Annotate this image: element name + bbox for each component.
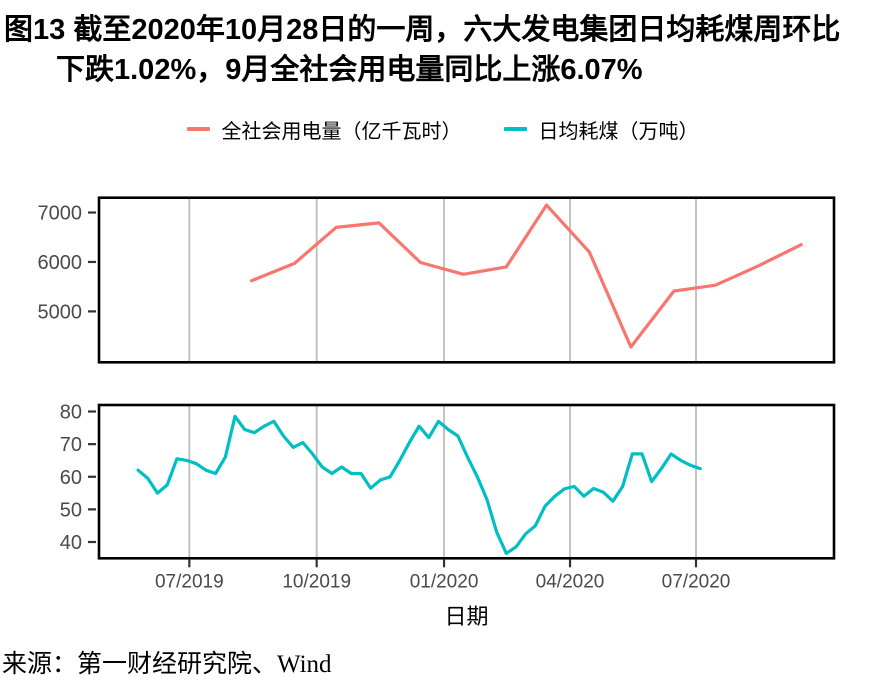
legend: 全社会用电量（亿千瓦时） 日均耗煤（万吨） xyxy=(0,115,885,144)
y-tick-label: 50 xyxy=(60,499,82,521)
x-tick-label: 01/2020 xyxy=(410,571,479,592)
legend-label-coal: 日均耗煤（万吨） xyxy=(538,120,699,143)
y-tick-label: 80 xyxy=(60,402,82,424)
figure-title-line1: 图13 截至2020年10月28日的一周，六大发电集团日均耗煤周环比 xyxy=(4,14,841,46)
figure-title-line2: 下跌1.02%，9月全社会用电量同比上涨6.07% xyxy=(56,54,643,86)
panel-border xyxy=(97,196,836,364)
x-tick-label: 07/2019 xyxy=(155,571,224,592)
y-tick-label: 5000 xyxy=(38,301,83,323)
y-tick-label: 7000 xyxy=(38,203,83,225)
coal-line xyxy=(136,414,702,555)
y-tick-label: 40 xyxy=(60,532,82,554)
source-text: 来源：第一财经研究院、Wind xyxy=(2,651,332,678)
legend-item-electricity: 全社会用电量（亿千瓦时） xyxy=(186,115,462,144)
x-axis-title: 日期 xyxy=(444,604,489,629)
y-tick-label: 6000 xyxy=(38,252,83,274)
electricity-line xyxy=(250,203,803,349)
x-tick-label: 10/2019 xyxy=(282,571,351,592)
electricity-line-key-icon xyxy=(186,127,210,131)
x-tick-label: 04/2020 xyxy=(536,571,605,592)
y-tick-label: 70 xyxy=(60,434,82,456)
y-tick-label: 60 xyxy=(60,467,82,489)
legend-label-electricity: 全社会用电量（亿千瓦时） xyxy=(221,120,462,143)
panel-border xyxy=(97,403,836,560)
x-tick-label: 07/2020 xyxy=(662,571,731,592)
coal-line-key-icon xyxy=(503,127,527,131)
legend-item-coal: 日均耗煤（万吨） xyxy=(503,115,699,144)
